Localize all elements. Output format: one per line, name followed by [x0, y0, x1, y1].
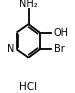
Text: OH: OH: [54, 28, 69, 38]
Text: Br: Br: [54, 44, 65, 54]
Text: HCl: HCl: [19, 82, 38, 92]
Text: N: N: [7, 44, 14, 54]
Text: NH₂: NH₂: [19, 0, 38, 9]
